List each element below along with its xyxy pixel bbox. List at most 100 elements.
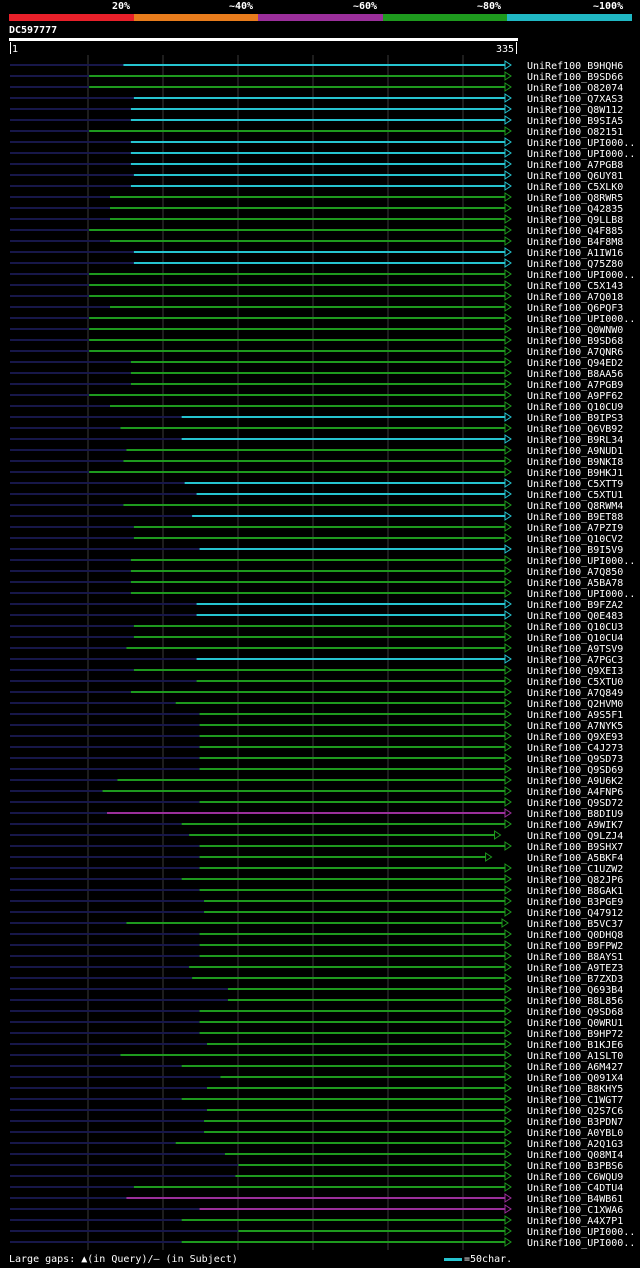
- hit-row[interactable]: UniRef100_A9TEZ3: [10, 962, 623, 974]
- hit-row[interactable]: UniRef100_A0YBL0: [10, 1127, 623, 1139]
- hit-label[interactable]: UniRef100_UPI000..: [527, 314, 635, 325]
- hit-label[interactable]: UniRef100_B8KHY5: [527, 1084, 623, 1095]
- hit-row[interactable]: UniRef100_A2Q1G3: [10, 1138, 623, 1150]
- hit-row[interactable]: UniRef100_B8GAK1: [10, 885, 623, 897]
- hit-label[interactable]: UniRef100_Q2HVM0: [527, 699, 623, 710]
- hit-label[interactable]: UniRef100_B9NKI8: [527, 457, 623, 468]
- hit-label[interactable]: UniRef100_B8AYS1: [527, 952, 623, 963]
- hit-label[interactable]: UniRef100_C4J273: [527, 743, 623, 754]
- hit-label[interactable]: UniRef100_Q6UY81: [527, 171, 623, 182]
- hit-label[interactable]: UniRef100_A7PZI9: [527, 523, 623, 534]
- hit-row[interactable]: UniRef100_A7Q849: [10, 687, 623, 699]
- hit-label[interactable]: UniRef100_B3PGE9: [527, 897, 623, 908]
- hit-label[interactable]: UniRef100_A7Q018: [527, 292, 623, 303]
- hit-label[interactable]: UniRef100_Q9SD68: [527, 1007, 623, 1018]
- hit-row[interactable]: UniRef100_B9HKJ1: [10, 467, 623, 479]
- hit-row[interactable]: UniRef100_B9HQH6: [10, 60, 623, 72]
- hit-row[interactable]: UniRef100_Q10CU9: [10, 401, 623, 413]
- hit-row[interactable]: UniRef100_Q6PQF3: [10, 302, 623, 314]
- hit-row[interactable]: UniRef100_Q9XE93: [10, 731, 623, 743]
- hit-row[interactable]: UniRef100_Q2S7C6: [10, 1105, 623, 1117]
- hit-row[interactable]: UniRef100_Q9SD68: [10, 1006, 623, 1018]
- hit-label[interactable]: UniRef100_UPI000..: [527, 556, 635, 567]
- hit-label[interactable]: UniRef100_B4F8M8: [527, 237, 623, 248]
- hit-row[interactable]: UniRef100_Q75Z80: [10, 258, 623, 270]
- hit-row[interactable]: UniRef100_UPI000..: [10, 1237, 635, 1249]
- hit-label[interactable]: UniRef100_UPI000..: [527, 1238, 635, 1249]
- hit-row[interactable]: UniRef100_A9WIK7: [10, 819, 623, 831]
- hit-row[interactable]: UniRef100_Q7XAS3: [10, 93, 623, 105]
- hit-row[interactable]: UniRef100_UPI000..: [10, 1226, 635, 1238]
- hit-row[interactable]: UniRef100_A9PF62: [10, 390, 623, 402]
- hit-label[interactable]: UniRef100_Q4F885: [527, 226, 623, 237]
- hit-label[interactable]: UniRef100_Q75Z80: [527, 259, 623, 270]
- hit-row[interactable]: UniRef100_A7Q850: [10, 566, 623, 578]
- hit-row[interactable]: UniRef100_B9ET88: [10, 511, 623, 523]
- hit-row[interactable]: UniRef100_C5X143: [10, 280, 623, 292]
- hit-row[interactable]: UniRef100_Q2HVM0: [10, 698, 623, 710]
- hit-label[interactable]: UniRef100_B9RL34: [527, 435, 623, 446]
- hit-label[interactable]: UniRef100_B9FPW2: [527, 941, 623, 952]
- hit-label[interactable]: UniRef100_C5X143: [527, 281, 623, 292]
- hit-row[interactable]: UniRef100_B8AYS1: [10, 951, 623, 963]
- hit-row[interactable]: UniRef100_Q9XEI3: [10, 665, 623, 677]
- hit-row[interactable]: UniRef100_A1IW16: [10, 247, 623, 259]
- hit-row[interactable]: UniRef100_Q0E483: [10, 610, 623, 622]
- hit-label[interactable]: UniRef100_A7PGB8: [527, 160, 623, 171]
- hit-row[interactable]: UniRef100_B8L856: [10, 995, 623, 1007]
- hit-row[interactable]: UniRef100_A5BKF4: [10, 852, 623, 864]
- hit-label[interactable]: UniRef100_B9SD66: [527, 72, 623, 83]
- hit-row[interactable]: UniRef100_Q47912: [10, 907, 623, 919]
- hit-label[interactable]: UniRef100_A7PGC3: [527, 655, 623, 666]
- hit-label[interactable]: UniRef100_B9I5V9: [527, 545, 623, 556]
- hit-label[interactable]: UniRef100_Q6PQF3: [527, 303, 623, 314]
- hit-label[interactable]: UniRef100_B9FZA2: [527, 600, 623, 611]
- hit-label[interactable]: UniRef100_A9PF62: [527, 391, 623, 402]
- hit-label[interactable]: UniRef100_Q9SD73: [527, 754, 623, 765]
- hit-row[interactable]: UniRef100_Q091X4: [10, 1072, 623, 1084]
- hit-label[interactable]: UniRef100_C4DTU4: [527, 1183, 623, 1194]
- hit-row[interactable]: UniRef100_A5BA78: [10, 577, 623, 589]
- hit-label[interactable]: UniRef100_Q9SD69: [527, 765, 623, 776]
- hit-label[interactable]: UniRef100_Q94ED2: [527, 358, 623, 369]
- hit-row[interactable]: UniRef100_Q4F885: [10, 225, 623, 237]
- hit-row[interactable]: UniRef100_A4FNP6: [10, 786, 623, 798]
- hit-label[interactable]: UniRef100_B9HP72: [527, 1029, 623, 1040]
- hit-label[interactable]: UniRef100_A1IW16: [527, 248, 623, 259]
- hit-label[interactable]: UniRef100_B9HKJ1: [527, 468, 623, 479]
- hit-label[interactable]: UniRef100_A7Q849: [527, 688, 623, 699]
- hit-row[interactable]: UniRef100_Q10CU3: [10, 621, 623, 633]
- hit-label[interactable]: UniRef100_C5XTU0: [527, 677, 623, 688]
- hit-label[interactable]: UniRef100_A7QNR6: [527, 347, 623, 358]
- hit-row[interactable]: UniRef100_B4F8M8: [10, 236, 623, 248]
- hit-label[interactable]: UniRef100_Q2S7C6: [527, 1106, 623, 1117]
- hit-label[interactable]: UniRef100_Q9LZJ4: [527, 831, 623, 842]
- hit-row[interactable]: UniRef100_B5VC37: [10, 918, 623, 930]
- hit-label[interactable]: UniRef100_Q6VB92: [527, 424, 623, 435]
- hit-label[interactable]: UniRef100_Q8W112: [527, 105, 623, 116]
- hit-row[interactable]: UniRef100_Q0DHQ8: [10, 929, 623, 941]
- hit-row[interactable]: UniRef100_C4DTU4: [10, 1182, 623, 1194]
- hit-label[interactable]: UniRef100_C5XTU1: [527, 490, 623, 501]
- hit-label[interactable]: UniRef100_B8DIU9: [527, 809, 623, 820]
- hit-label[interactable]: UniRef100_UPI000..: [527, 270, 635, 281]
- hit-row[interactable]: UniRef100_Q0WRU1: [10, 1017, 623, 1029]
- hit-label[interactable]: UniRef100_Q0WNW0: [527, 325, 623, 336]
- hit-row[interactable]: UniRef100_A4X7P1: [10, 1215, 623, 1227]
- hit-label[interactable]: UniRef100_O82151: [527, 127, 623, 138]
- hit-label[interactable]: UniRef100_Q42835: [527, 204, 623, 215]
- hit-row[interactable]: UniRef100_A7Q018: [10, 291, 623, 303]
- hit-label[interactable]: UniRef100_B8GAK1: [527, 886, 623, 897]
- hit-label[interactable]: UniRef100_C5XLK0: [527, 182, 623, 193]
- hit-row[interactable]: UniRef100_B9SIA5: [10, 115, 623, 127]
- hit-label[interactable]: UniRef100_A7PGB9: [527, 380, 623, 391]
- hit-row[interactable]: UniRef100_A9TSV9: [10, 643, 623, 655]
- hit-row[interactable]: UniRef100_C5XTT9: [10, 478, 623, 490]
- hit-row[interactable]: UniRef100_B3PGE9: [10, 896, 623, 908]
- hit-row[interactable]: UniRef100_Q94ED2: [10, 357, 623, 369]
- hit-label[interactable]: UniRef100_A7Q850: [527, 567, 623, 578]
- hit-label[interactable]: UniRef100_Q08MI4: [527, 1150, 623, 1161]
- hit-row[interactable]: UniRef100_A7NYK5: [10, 720, 623, 732]
- hit-label[interactable]: UniRef100_A9U6K2: [527, 776, 623, 787]
- hit-label[interactable]: UniRef100_B8L856: [527, 996, 623, 1007]
